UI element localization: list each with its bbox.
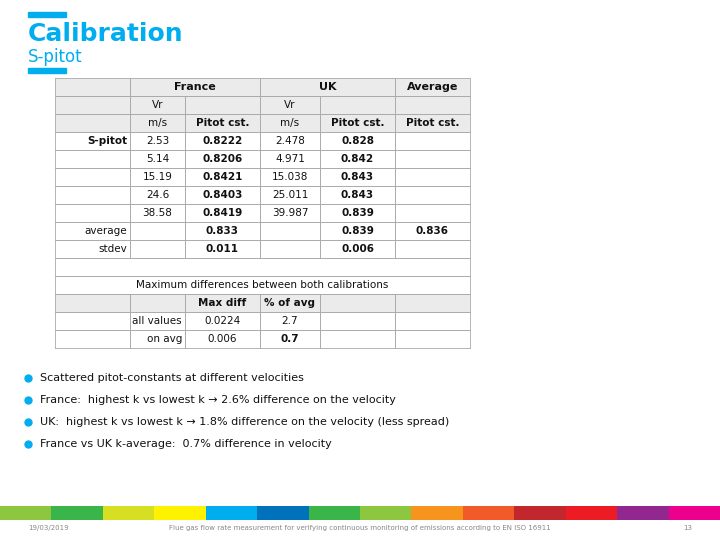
- Bar: [260, 96, 320, 114]
- Bar: [206, 506, 257, 520]
- Text: Flue gas flow rate measurement for verifying continuous monitoring of emissions : Flue gas flow rate measurement for verif…: [169, 525, 551, 531]
- Bar: [463, 506, 514, 520]
- Text: 0.839: 0.839: [341, 208, 374, 218]
- Text: stdev: stdev: [98, 244, 127, 254]
- Text: 0.836: 0.836: [416, 226, 449, 236]
- Text: Average: Average: [407, 82, 458, 92]
- Bar: [395, 114, 470, 132]
- Bar: [51, 506, 103, 520]
- Bar: [309, 506, 360, 520]
- Bar: [395, 78, 470, 96]
- Text: 0.843: 0.843: [341, 172, 374, 182]
- Text: 15.038: 15.038: [272, 172, 308, 182]
- Bar: [154, 506, 206, 520]
- Bar: [28, 68, 66, 73]
- Text: France vs UK k-average:  0.7% difference in velocity: France vs UK k-average: 0.7% difference …: [40, 439, 332, 449]
- Text: 15.19: 15.19: [143, 172, 172, 182]
- Text: 0.842: 0.842: [341, 154, 374, 164]
- Text: 0.8206: 0.8206: [202, 154, 243, 164]
- Text: 25.011: 25.011: [272, 190, 308, 200]
- Bar: [320, 96, 395, 114]
- Bar: [103, 506, 154, 520]
- Text: 5.14: 5.14: [146, 154, 169, 164]
- Text: Vr: Vr: [152, 100, 163, 110]
- Bar: [566, 506, 617, 520]
- Text: 0.8419: 0.8419: [202, 208, 243, 218]
- Bar: [395, 96, 470, 114]
- Text: m/s: m/s: [280, 118, 300, 128]
- Text: average: average: [84, 226, 127, 236]
- Text: 0.828: 0.828: [341, 136, 374, 146]
- Bar: [617, 506, 669, 520]
- Text: 39.987: 39.987: [271, 208, 308, 218]
- Text: 0.011: 0.011: [206, 244, 239, 254]
- Bar: [130, 96, 185, 114]
- Bar: [320, 114, 395, 132]
- Text: 2.7: 2.7: [282, 316, 298, 326]
- Bar: [185, 294, 260, 312]
- Text: Pitot cst.: Pitot cst.: [330, 118, 384, 128]
- Text: all values: all values: [132, 316, 182, 326]
- Bar: [257, 506, 309, 520]
- Bar: [130, 294, 185, 312]
- Text: 0.8421: 0.8421: [202, 172, 243, 182]
- Bar: [360, 506, 411, 520]
- Text: 0.843: 0.843: [341, 190, 374, 200]
- Text: 38.58: 38.58: [143, 208, 172, 218]
- Text: 13: 13: [683, 525, 692, 531]
- Bar: [260, 114, 320, 132]
- Bar: [185, 114, 260, 132]
- Text: 0.8403: 0.8403: [202, 190, 243, 200]
- Text: 0.0224: 0.0224: [204, 316, 240, 326]
- Bar: [320, 294, 395, 312]
- Bar: [55, 96, 130, 114]
- Bar: [411, 506, 463, 520]
- Text: France:  highest k vs lowest k → 2.6% difference on the velocity: France: highest k vs lowest k → 2.6% dif…: [40, 395, 396, 405]
- Text: 0.8222: 0.8222: [202, 136, 243, 146]
- Bar: [260, 294, 320, 312]
- Text: 0.833: 0.833: [206, 226, 239, 236]
- Text: on avg: on avg: [147, 334, 182, 344]
- Bar: [0, 506, 51, 520]
- Text: Max diff: Max diff: [199, 298, 247, 308]
- Text: Pitot cst.: Pitot cst.: [196, 118, 249, 128]
- Bar: [55, 294, 130, 312]
- Text: 19/03/2019: 19/03/2019: [28, 525, 68, 531]
- Bar: [130, 78, 260, 96]
- Text: S-pitot: S-pitot: [28, 48, 83, 66]
- Text: 0.006: 0.006: [208, 334, 238, 344]
- Text: Maximum differences between both calibrations: Maximum differences between both calibra…: [136, 280, 389, 290]
- Text: 0.7: 0.7: [281, 334, 300, 344]
- Text: S-pitot: S-pitot: [87, 136, 127, 146]
- Text: France: France: [174, 82, 216, 92]
- Text: UK:  highest k vs lowest k → 1.8% difference on the velocity (less spread): UK: highest k vs lowest k → 1.8% differe…: [40, 417, 449, 427]
- Text: UK: UK: [319, 82, 336, 92]
- Text: 4.971: 4.971: [275, 154, 305, 164]
- Text: 0.006: 0.006: [341, 244, 374, 254]
- Bar: [669, 506, 720, 520]
- Text: % of avg: % of avg: [264, 298, 315, 308]
- Bar: [514, 506, 566, 520]
- Text: m/s: m/s: [148, 118, 167, 128]
- Bar: [130, 114, 185, 132]
- Bar: [185, 96, 260, 114]
- Text: 2.478: 2.478: [275, 136, 305, 146]
- Bar: [55, 114, 130, 132]
- Text: 2.53: 2.53: [146, 136, 169, 146]
- Bar: [395, 294, 470, 312]
- Bar: [260, 78, 395, 96]
- Text: 24.6: 24.6: [146, 190, 169, 200]
- Text: Scattered pitot-constants at different velocities: Scattered pitot-constants at different v…: [40, 373, 304, 383]
- Text: Vr: Vr: [284, 100, 296, 110]
- Text: Calibration: Calibration: [28, 22, 184, 46]
- Bar: [55, 78, 130, 96]
- Text: Pitot cst.: Pitot cst.: [406, 118, 459, 128]
- Text: 0.839: 0.839: [341, 226, 374, 236]
- Bar: [28, 12, 66, 17]
